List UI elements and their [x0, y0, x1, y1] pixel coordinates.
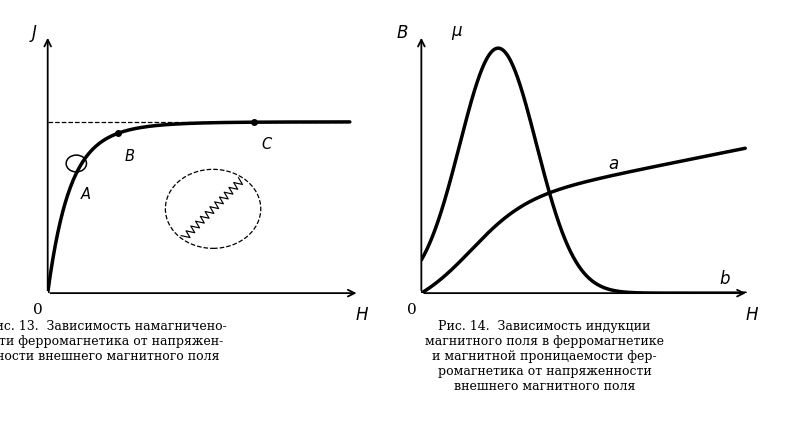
Text: Рис. 14.  Зависимость индукции
магнитного поля в ферромагнетике
и магнитной прон: Рис. 14. Зависимость индукции магнитного…	[425, 320, 664, 392]
Text: $H$: $H$	[355, 307, 370, 324]
Text: $C$: $C$	[261, 136, 273, 152]
Text: $J$: $J$	[29, 23, 38, 44]
Text: 0: 0	[33, 303, 43, 317]
Text: $\mu$: $\mu$	[452, 24, 463, 42]
Text: 0: 0	[406, 303, 417, 317]
Text: $A$: $A$	[80, 185, 91, 201]
Text: $a$: $a$	[608, 155, 619, 173]
Text: $B$: $B$	[124, 147, 135, 163]
Text: $b$: $b$	[719, 269, 731, 287]
Text: $H$: $H$	[745, 307, 759, 324]
Text: $B$: $B$	[396, 25, 408, 42]
Text: Рис. 13.  Зависимость намагничено-
сти ферромагнетика от напряжен-
ности внешнег: Рис. 13. Зависимость намагничено- сти фе…	[0, 320, 227, 363]
